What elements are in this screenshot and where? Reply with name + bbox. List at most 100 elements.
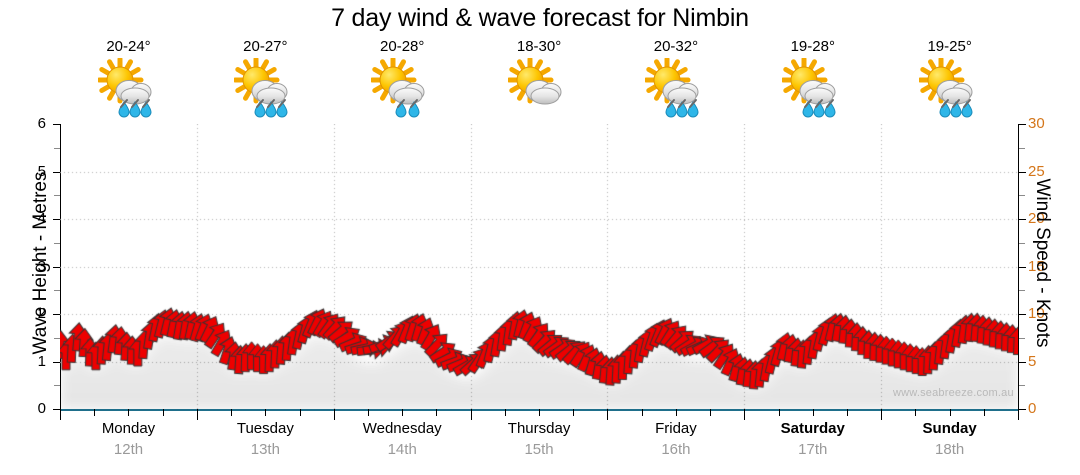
x-tick-6h xyxy=(710,409,711,416)
right-tick-major xyxy=(1019,219,1026,220)
day-footer-sunday: Sunday 18th xyxy=(881,418,1018,460)
x-tick-6h xyxy=(642,409,643,416)
x-tick-6h xyxy=(94,409,95,416)
right-tick-label: 25 xyxy=(1028,162,1045,180)
x-tick-6h xyxy=(368,409,369,416)
x-tick-6h xyxy=(847,409,848,416)
x-tick-6h xyxy=(265,409,266,416)
right-tick-label: 5 xyxy=(1028,352,1037,370)
day-name: Tuesday xyxy=(236,420,294,437)
x-tick-6h xyxy=(163,409,164,416)
right-tick-minor xyxy=(1019,385,1025,386)
right-tick-major xyxy=(1019,409,1026,410)
right-tick-minor xyxy=(1019,148,1025,149)
day-header-monday: 20-24° xyxy=(60,38,197,124)
left-tick-label: 6 xyxy=(37,115,46,132)
left-tick-minor xyxy=(54,195,60,196)
day-name: Saturday xyxy=(780,420,845,437)
x-tick-day xyxy=(744,409,745,420)
left-tick-label: 1 xyxy=(37,352,46,370)
right-tick-label: 15 xyxy=(1028,257,1045,275)
x-tick-6h xyxy=(505,409,506,416)
temperature-range: 18-30° xyxy=(516,38,562,55)
x-tick-6h xyxy=(573,409,574,416)
page-title: 7 day wind & wave forecast for Nimbin xyxy=(331,4,749,32)
x-tick-6h xyxy=(813,409,814,416)
temperature-range: 19-28° xyxy=(790,38,835,55)
x-tick-day xyxy=(881,409,882,420)
left-tick-minor xyxy=(54,290,60,291)
day-date: 16th xyxy=(661,441,691,458)
sun-cloud-rain-icon xyxy=(234,58,296,118)
right-tick-major xyxy=(1019,124,1026,125)
x-tick-6h xyxy=(915,409,916,416)
right-tick-minor xyxy=(1019,243,1025,244)
x-tick-day xyxy=(334,409,335,420)
x-tick-6h xyxy=(676,409,677,416)
day-header-strip: 20-24° 20-27° 20-28° 18-30° 20-32° 19-28° 19-2… xyxy=(60,38,1018,124)
right-tick-minor xyxy=(1019,195,1025,196)
temperature-range: 20-32° xyxy=(653,38,699,55)
left-axis-title: Wave Height - Metres xyxy=(30,171,51,355)
day-name: Sunday xyxy=(922,420,977,437)
right-tick-label: 0 xyxy=(1028,400,1037,417)
temperature-range: 20-24° xyxy=(106,38,151,55)
x-tick-day xyxy=(1018,409,1019,420)
day-date: 12th xyxy=(113,441,144,458)
right-tick-minor xyxy=(1019,290,1025,291)
left-tick-minor xyxy=(54,338,60,339)
day-name: Monday xyxy=(101,420,156,437)
left-tick-label: 0 xyxy=(37,400,46,417)
x-tick-6h xyxy=(436,409,437,416)
right-tick-minor xyxy=(1019,338,1025,339)
left-tick-major xyxy=(53,172,60,173)
temperature-range: 19-25° xyxy=(927,38,972,55)
x-tick-6h xyxy=(402,409,403,416)
day-footer-thursday: Thursday 15th xyxy=(471,418,608,460)
day-name: Wednesday xyxy=(362,420,442,437)
left-tick-major xyxy=(53,219,60,220)
day-header-sunday: 19-25° xyxy=(881,38,1018,124)
left-tick-label: 2 xyxy=(37,305,46,322)
sun-cloud-rain-icon xyxy=(371,58,433,118)
day-footer-saturday: Saturday 17th xyxy=(744,418,881,460)
right-axis-title: Wind Speed - Knots xyxy=(1032,178,1053,348)
day-date: 17th xyxy=(798,441,828,458)
left-tick-label: 5 xyxy=(37,162,46,180)
left-tick-label: 4 xyxy=(37,210,46,227)
left-tick-major xyxy=(53,409,60,410)
day-footer-friday: Friday 16th xyxy=(607,418,744,460)
watermark: www.seabreeze.com.au xyxy=(893,387,1014,399)
day-date: 15th xyxy=(524,441,554,458)
right-tick-major xyxy=(1019,172,1026,173)
day-name: Friday xyxy=(655,420,697,437)
day-header-tuesday: 20-27° xyxy=(197,38,334,124)
x-tick-6h xyxy=(300,409,301,416)
x-tick-6h xyxy=(950,409,951,416)
day-footer-monday: Monday 12th xyxy=(60,418,197,460)
left-tick-major xyxy=(53,124,60,125)
day-header-thursday: 18-30° xyxy=(471,38,608,124)
sun-cloud-rain-icon xyxy=(644,58,707,118)
right-tick-label: 10 xyxy=(1028,305,1045,322)
right-tick-label: 30 xyxy=(1028,115,1045,132)
right-tick-major xyxy=(1019,267,1026,268)
temperature-range: 20-27° xyxy=(243,38,288,55)
day-header-saturday: 19-28° xyxy=(744,38,881,124)
x-tick-6h xyxy=(984,409,985,416)
day-header-wednesday: 20-28° xyxy=(334,38,471,124)
left-tick-major xyxy=(53,267,60,268)
day-footer-wednesday: Wednesday 14th xyxy=(334,418,471,460)
sun-cloud-rain-icon xyxy=(97,58,160,118)
day-header-friday: 20-32° xyxy=(607,38,744,124)
sun-cloud-rain-icon xyxy=(781,58,844,118)
day-footer-tuesday: Tuesday 13th xyxy=(197,418,334,460)
left-tick-major xyxy=(53,314,60,315)
left-tick-label: 3 xyxy=(37,257,46,275)
plot-area xyxy=(60,124,1018,409)
right-axis-spine xyxy=(1018,124,1019,410)
day-footer-strip: Monday 12th Tuesday 13th Wednesday 14th Thursd… xyxy=(60,418,1018,468)
x-tick-6h xyxy=(231,409,232,416)
left-tick-minor xyxy=(54,148,60,149)
